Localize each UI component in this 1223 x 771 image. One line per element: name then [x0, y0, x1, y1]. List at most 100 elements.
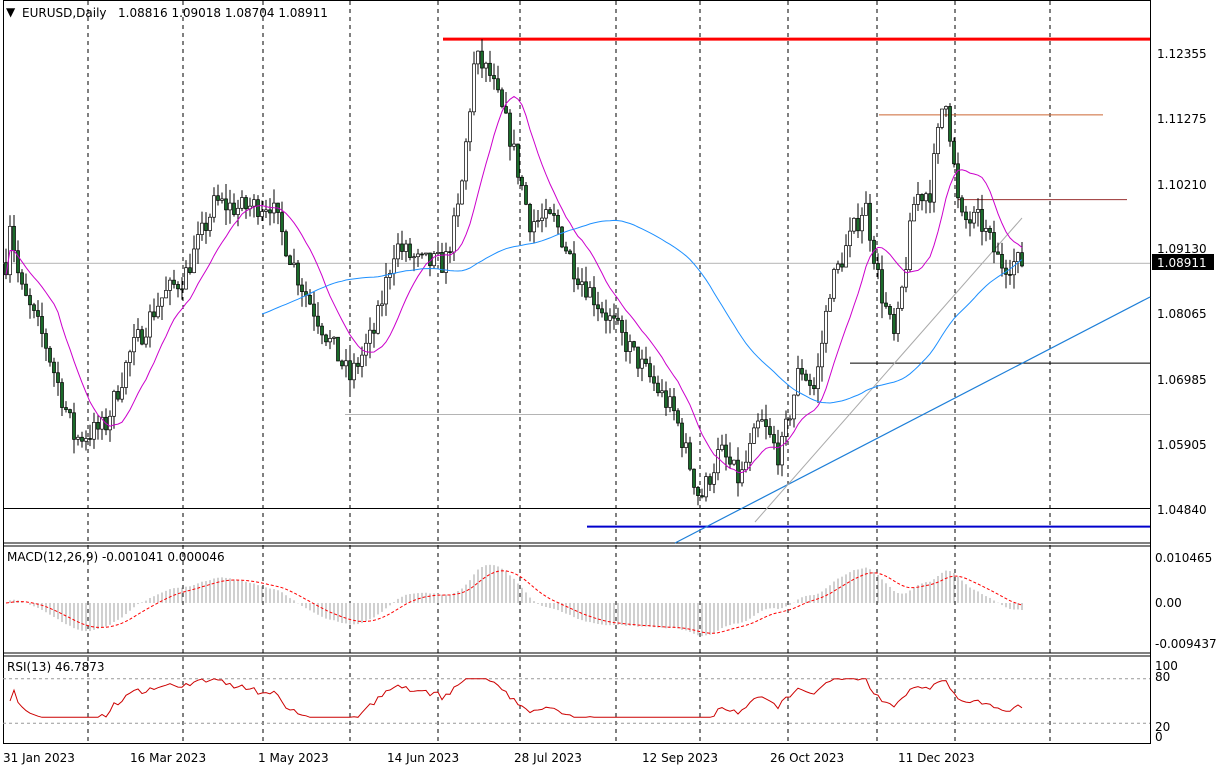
- bear-candle-body: [232, 202, 236, 215]
- bull-candle-body: [904, 269, 908, 288]
- bear-candle-body: [296, 262, 300, 286]
- bull-candle-body: [396, 243, 400, 260]
- bull-candle-body: [944, 106, 948, 110]
- time-label: 1 May 2023: [258, 751, 329, 765]
- price-label: 1.12355: [1157, 47, 1207, 61]
- bear-candle-body: [16, 250, 20, 274]
- bull-candle-body: [148, 311, 152, 338]
- bear-candle-body: [12, 225, 16, 252]
- bear-candle-body: [188, 267, 192, 274]
- bear-candle-body: [24, 283, 28, 296]
- bear-candle-body: [556, 214, 560, 228]
- bear-candle-body: [988, 228, 992, 233]
- bull-candle-body: [864, 202, 868, 216]
- bear-candle-body: [956, 163, 960, 199]
- bear-candle-body: [636, 346, 640, 369]
- bull-candle-body: [748, 443, 752, 463]
- bull-candle-body: [816, 366, 820, 390]
- bear-candle-body: [552, 213, 556, 216]
- bull-candle-body: [908, 220, 912, 271]
- bull-candle-body: [976, 209, 980, 213]
- bull-candle-body: [464, 141, 468, 182]
- rsi-header: RSI(13) 46.7873: [7, 660, 105, 674]
- bear-candle-body: [884, 302, 888, 307]
- bull-candle-body: [240, 197, 244, 209]
- bull-candle-body: [328, 338, 332, 343]
- bull-candle-body: [128, 351, 132, 363]
- bear-candle-body: [176, 284, 180, 290]
- bull-candle-body: [836, 263, 840, 270]
- bear-candle-body: [616, 317, 620, 321]
- bull-candle-body: [228, 202, 232, 211]
- bear-candle-body: [648, 363, 652, 378]
- bull-candle-body: [608, 315, 612, 321]
- bull-candle-body: [820, 342, 824, 368]
- price-label: 1.06985: [1157, 373, 1207, 387]
- bull-candle-body: [532, 221, 536, 233]
- bull-candle-body: [468, 111, 472, 143]
- bear-candle-body: [564, 246, 568, 252]
- bear-candle-body: [620, 320, 624, 333]
- bear-candle-body: [880, 269, 884, 304]
- bear-candle-body: [1020, 252, 1024, 267]
- ohlc-header: 1.08816 1.09018 1.08704 1.08911: [118, 6, 328, 20]
- time-label: 11 Dec 2023: [898, 751, 975, 765]
- collapse-triangle-icon[interactable]: ▼: [6, 5, 16, 19]
- bull-candle-body: [476, 50, 480, 65]
- bear-candle-body: [268, 209, 272, 214]
- bull-candle-body: [168, 279, 172, 291]
- bear-candle-body: [804, 373, 808, 381]
- bear-candle-body: [32, 304, 36, 311]
- rsi-axis-label: 0: [1155, 730, 1163, 744]
- bull-candle-body: [120, 387, 124, 400]
- bear-candle-body: [492, 75, 496, 80]
- bear-candle-body: [840, 263, 844, 268]
- bull-candle-body: [780, 436, 784, 466]
- bear-candle-body: [1000, 253, 1004, 269]
- price-label: 1.08065: [1157, 307, 1207, 321]
- bear-candle-body: [960, 197, 964, 213]
- bull-candle-body: [76, 436, 80, 440]
- price-label: 1.11275: [1157, 112, 1207, 126]
- bull-candle-body: [580, 281, 584, 286]
- bear-candle-body: [632, 341, 636, 348]
- bear-candle-body: [652, 376, 656, 384]
- bull-candle-body: [1012, 261, 1016, 276]
- bear-candle-body: [812, 385, 816, 390]
- bull-candle-body: [132, 337, 136, 353]
- bear-candle-body: [36, 310, 40, 317]
- time-label: 26 Oct 2023: [770, 751, 844, 765]
- rsi-axis-label: 100: [1155, 659, 1178, 673]
- bear-candle-body: [764, 419, 768, 427]
- price-label: 1.10210: [1157, 178, 1207, 192]
- uptrend-line: [674, 296, 1151, 544]
- bull-candle-body: [404, 243, 408, 252]
- bull-candle-body: [452, 215, 456, 253]
- bear-candle-body: [560, 226, 564, 248]
- macd-header: MACD(12,26,9) -0.001041 0.000046: [7, 550, 225, 564]
- bull-candle-body: [716, 449, 720, 474]
- bear-candle-body: [872, 239, 876, 264]
- bull-candle-body: [388, 272, 392, 278]
- bull-candle-body: [380, 303, 384, 306]
- bear-candle-body: [56, 372, 60, 383]
- bull-candle-body: [484, 62, 488, 69]
- bear-candle-body: [116, 391, 120, 400]
- bull-candle-body: [368, 329, 372, 344]
- bull-candle-body: [732, 459, 736, 465]
- bear-candle-body: [172, 279, 176, 285]
- bear-candle-body: [300, 284, 304, 292]
- bull-candle-body: [704, 476, 708, 498]
- bear-candle-body: [996, 251, 1000, 255]
- bull-candle-body: [184, 267, 188, 290]
- bear-candle-body: [204, 222, 208, 231]
- bear-candle-body: [348, 360, 352, 381]
- bear-candle-body: [88, 438, 92, 440]
- bull-candle-body: [108, 415, 112, 431]
- bear-candle-body: [724, 444, 728, 458]
- bull-candle-body: [784, 418, 788, 437]
- bear-candle-body: [340, 360, 344, 367]
- bear-candle-body: [968, 219, 972, 224]
- bear-candle-body: [528, 203, 532, 233]
